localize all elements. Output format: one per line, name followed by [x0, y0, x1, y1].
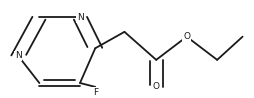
Text: N: N — [77, 13, 83, 22]
Text: N: N — [15, 51, 22, 60]
Text: F: F — [93, 88, 98, 97]
Text: O: O — [153, 82, 160, 91]
Text: O: O — [183, 32, 190, 41]
